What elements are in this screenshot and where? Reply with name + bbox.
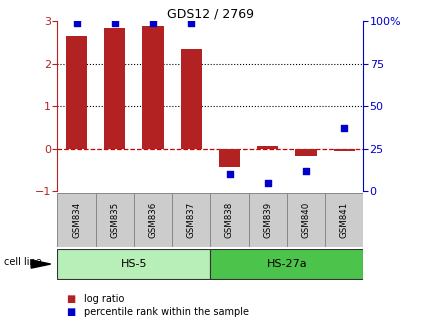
Point <box>111 20 118 26</box>
Bar <box>210 249 363 279</box>
Text: GSM840: GSM840 <box>301 202 311 238</box>
Bar <box>219 149 240 167</box>
Text: GSM835: GSM835 <box>110 202 119 238</box>
Bar <box>57 249 210 279</box>
Text: GSM834: GSM834 <box>72 202 81 238</box>
Bar <box>134 193 172 247</box>
Text: GSM841: GSM841 <box>340 202 349 238</box>
Point <box>303 168 309 174</box>
Text: HS-5: HS-5 <box>121 259 147 269</box>
Polygon shape <box>31 260 51 268</box>
Text: ■: ■ <box>66 307 75 317</box>
Point <box>226 172 233 177</box>
Text: GSM836: GSM836 <box>148 202 158 238</box>
Text: GSM839: GSM839 <box>263 202 272 238</box>
Text: percentile rank within the sample: percentile rank within the sample <box>84 307 249 317</box>
Bar <box>142 26 164 149</box>
Point <box>264 180 271 185</box>
Text: ■: ■ <box>66 294 75 304</box>
Text: log ratio: log ratio <box>84 294 124 304</box>
Bar <box>295 149 317 156</box>
Text: GSM838: GSM838 <box>225 202 234 238</box>
Bar <box>96 193 134 247</box>
Bar <box>104 28 125 149</box>
Bar <box>334 149 355 151</box>
Text: cell line: cell line <box>4 257 42 267</box>
Point <box>73 20 80 26</box>
Text: GSM837: GSM837 <box>187 202 196 238</box>
Text: HS-27a: HS-27a <box>266 259 307 269</box>
Bar <box>181 49 202 149</box>
Bar <box>210 193 249 247</box>
Point <box>341 126 348 131</box>
Bar <box>287 193 325 247</box>
Bar <box>257 146 278 149</box>
Title: GDS12 / 2769: GDS12 / 2769 <box>167 7 254 20</box>
Point <box>150 20 156 26</box>
Point <box>188 20 195 26</box>
Bar <box>325 193 363 247</box>
Bar <box>172 193 210 247</box>
Bar <box>249 193 287 247</box>
Bar <box>66 36 87 149</box>
Bar <box>57 193 96 247</box>
